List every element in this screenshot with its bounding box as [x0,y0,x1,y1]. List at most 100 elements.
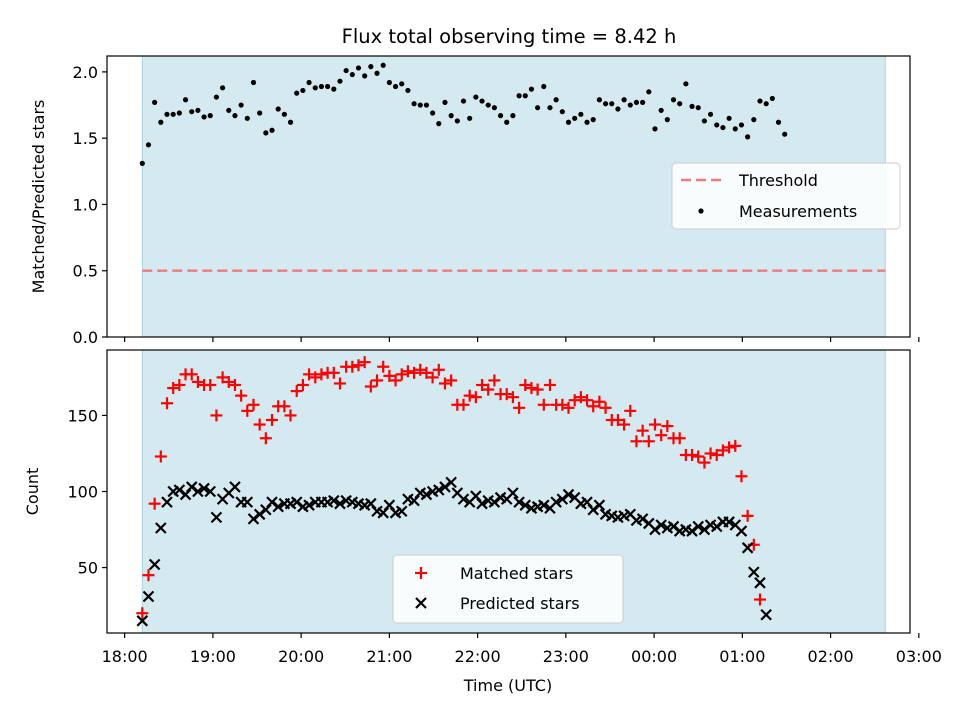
matched-star-96 [729,439,742,452]
matched-star-54 [469,391,482,404]
measurement-point-83 [652,126,658,132]
predicted-star-55 [476,497,488,510]
measurement-point-86 [670,97,677,103]
measurement-point-34 [349,71,355,78]
measurement-point-104 [782,131,788,137]
measurement-point-63 [528,86,535,92]
matched-star-85 [661,420,674,433]
measurement-point-51 [454,118,460,124]
measurement-point-68 [559,109,565,115]
matched-star-66 [543,378,556,391]
matched-star-92 [704,447,717,460]
matched-star-35 [352,359,365,372]
measurement-point-79 [627,102,633,108]
p0-ytick-label-3: 1.5 [73,129,98,148]
legend-threshold-label: Threshold [738,171,818,190]
legend-matched-swatch [415,567,427,579]
matched-star-20 [259,432,272,445]
measurement-point-42 [399,81,405,87]
measurement-point-38 [374,70,380,76]
measurement-point-101 [763,101,769,107]
measurement-point-31 [331,86,337,92]
measurement-point-32 [337,78,343,84]
predicted-star-93 [710,520,723,533]
xtick-label-6: 00:00 [631,647,677,666]
p1-ytick-label-2: 150 [67,406,98,425]
predicted-star-6 [173,484,186,496]
bottom-y-axis-label: Count [23,468,42,516]
top-x-ticks [124,337,920,342]
matched-stars-markers [136,356,766,620]
matched-star-100 [753,593,766,606]
matched-star-36 [358,356,371,369]
measurement-point-103 [775,119,782,125]
predicted-star-86 [667,520,680,533]
measurement-point-12 [213,94,220,100]
legend-predicted-swatch [415,597,427,609]
predicted-star-9 [192,485,204,498]
measurement-point-13 [219,85,226,91]
p0-ytick-label-0: 0.0 [73,328,98,347]
bottom-panel: 50 100 150 18:00 19:00 20:00 21:00 22:00 23:00 0… [23,349,942,666]
top-y-ticks: 0.0 0.5 1.0 1.5 2.0 [73,63,107,347]
measurement-point-14 [226,107,232,113]
predicted-star-81 [636,513,649,525]
predicted-star-99 [748,566,760,578]
matched-star-69 [562,401,575,414]
measurement-point-43 [405,87,411,94]
measurement-point-46 [423,102,430,108]
measurement-point-18 [250,79,257,86]
measurement-point-16 [238,102,244,108]
measurement-point-9 [195,107,201,113]
measurement-point-82 [646,89,652,95]
matched-star-52 [457,398,470,411]
measurement-point-60 [510,113,516,119]
measurement-point-53 [467,115,473,121]
measurement-point-11 [207,113,213,119]
measurement-point-72 [584,119,590,125]
predicted-star-69 [562,488,575,501]
matched-star-27 [303,368,316,381]
measurement-point-39 [380,62,386,68]
legend-measurements-swatch [698,208,704,214]
measurement-point-24 [287,119,294,125]
matched-star-18 [247,398,260,411]
predicted-star-2 [148,558,161,571]
predicted-star-49 [439,481,451,493]
matched-star-37 [364,380,377,393]
matched-star-19 [253,418,266,431]
measurement-point-62 [522,93,528,99]
matched-star-91 [698,456,711,469]
matched-star-60 [506,391,519,404]
matched-star-97 [735,470,748,483]
matched-star-15 [228,378,241,391]
measurement-point-1 [145,142,152,148]
matched-star-57 [488,374,501,387]
measurement-point-92 [707,111,714,117]
predicted-star-95 [723,516,735,528]
measurement-point-10 [201,114,207,120]
measurement-point-47 [430,110,436,116]
measurement-point-66 [547,105,553,111]
predicted-star-3 [155,522,167,534]
matched-star-34 [346,360,359,373]
measurement-point-17 [244,115,250,121]
predicted-star-46 [420,488,433,501]
measurement-point-70 [572,115,578,121]
predicted-star-48 [433,484,445,496]
measurement-point-26 [300,87,306,94]
matched-star-62 [519,378,532,391]
predicted-star-11 [204,485,217,498]
matched-star-13 [216,371,229,384]
measurement-point-96 [732,126,738,132]
matched-star-83 [648,418,661,431]
top-panel: 0.00.51.01.52.0 Matched/Predicted stars … [29,55,920,347]
matched-star-31 [327,366,340,379]
xtick-label-7: 01:00 [719,647,765,666]
predicted-star-91 [698,523,711,536]
matched-star-81 [636,424,649,437]
measurement-point-41 [392,83,399,90]
predicted-star-57 [488,496,501,508]
measurement-point-89 [689,103,695,109]
